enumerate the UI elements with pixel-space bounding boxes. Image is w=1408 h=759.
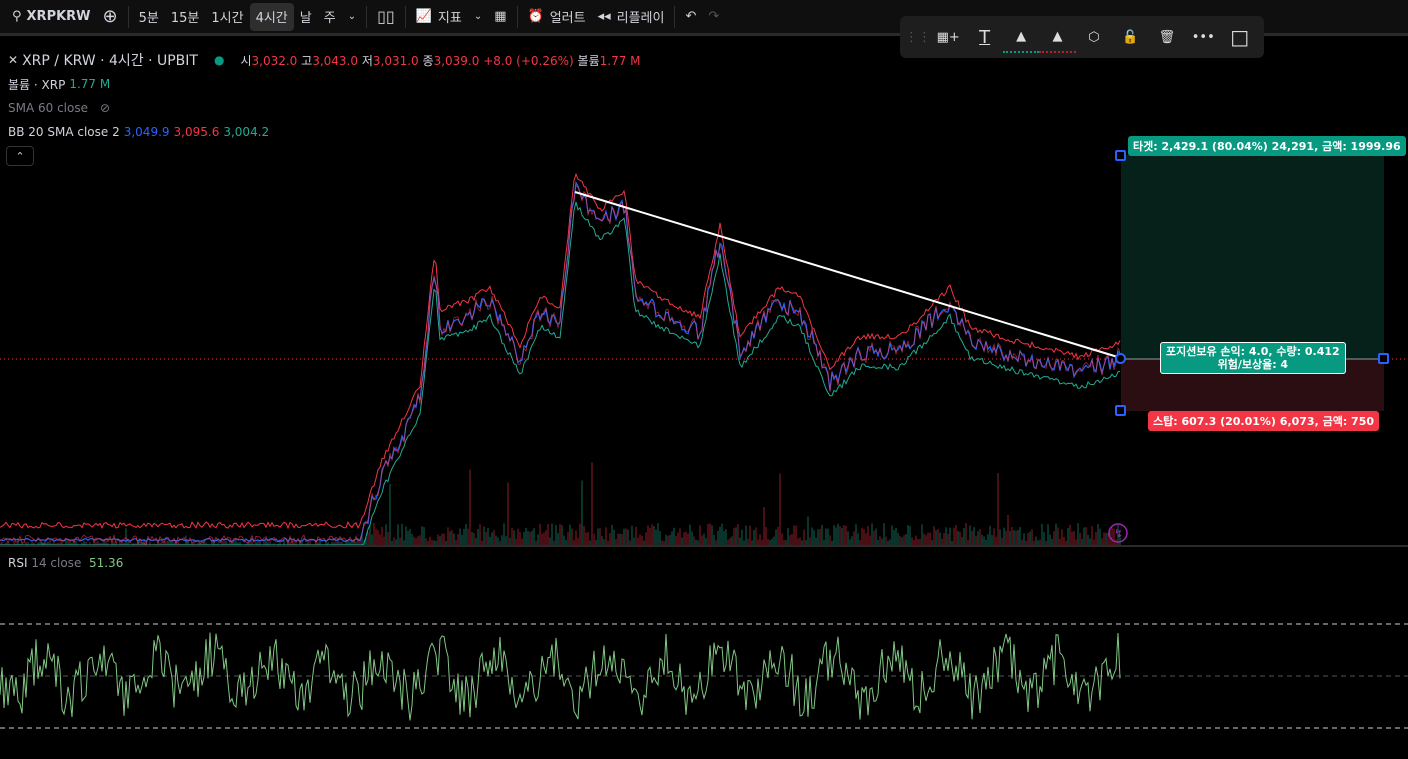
plus-circle-icon: ⊕ bbox=[102, 6, 118, 27]
trend-line bbox=[574, 191, 1122, 359]
rsi-title[interactable]: RSI bbox=[8, 556, 28, 570]
svg-text:↯: ↯ bbox=[1114, 527, 1123, 540]
chevron-down-icon: ⌄ bbox=[347, 11, 357, 22]
indicators-dropdown[interactable]: ⌄ bbox=[468, 3, 488, 31]
target-zone bbox=[1121, 155, 1384, 359]
symbol-search[interactable]: ⚲ XRPKRW bbox=[6, 3, 97, 31]
bb-title[interactable]: BB 20 SMA close 2 bbox=[8, 125, 120, 139]
collapse-legend-button[interactable]: ⌃ bbox=[6, 146, 34, 166]
volume-title[interactable]: 볼륨 · XRP bbox=[8, 77, 66, 92]
price-series bbox=[0, 180, 1121, 543]
interval-week[interactable]: 주 bbox=[323, 11, 336, 26]
risk-reward-text: 위험/보상율: 4 bbox=[1217, 358, 1289, 371]
redo-button[interactable]: ↷ bbox=[702, 3, 725, 31]
price-candles-down bbox=[0, 184, 1121, 547]
pnl-text: 포지션보유 손익: 4.0, 수량: 0.412 bbox=[1166, 345, 1340, 358]
rsi-line bbox=[0, 632, 1121, 721]
symbol-title[interactable]: XRP / KRW · 4시간 · UPBIT bbox=[22, 53, 198, 69]
sma-title[interactable]: SMA 60 close bbox=[8, 101, 88, 115]
chart-canvas[interactable]: ↯ bbox=[0, 40, 1408, 759]
chart-type-button[interactable]: ▯▯ bbox=[371, 3, 401, 31]
fill-color-icon[interactable]: ▲ bbox=[1002, 21, 1040, 53]
redo-icon: ↷ bbox=[708, 9, 720, 24]
rsi-legend: RSI 14 close 51.36 bbox=[8, 556, 123, 570]
interval-15m[interactable]: 15분 bbox=[170, 11, 200, 26]
bb-lower-value: 3,004.2 bbox=[223, 125, 270, 139]
bb-basis-value: 3,049.9 bbox=[123, 125, 170, 139]
interval-dropdown[interactable]: ⌄ bbox=[342, 3, 362, 31]
bb-lower-line bbox=[0, 201, 1121, 546]
unlock-icon[interactable]: 🔓 bbox=[1122, 29, 1139, 45]
divider bbox=[404, 5, 406, 28]
more-icon[interactable]: ••• bbox=[1191, 29, 1215, 45]
entry-handle[interactable] bbox=[1115, 353, 1126, 364]
drag-handle-icon[interactable]: ⋮⋮ bbox=[905, 29, 931, 45]
divider bbox=[127, 5, 129, 28]
eye-off-icon[interactable]: ⊘ bbox=[100, 101, 111, 115]
target-handle[interactable] bbox=[1115, 150, 1126, 161]
select-box-icon[interactable]: □ bbox=[1230, 25, 1250, 49]
indicators-button[interactable]: 📈 지표 bbox=[410, 3, 468, 31]
layout-icon: ▦ bbox=[494, 9, 507, 24]
interval-5m[interactable]: 5분 bbox=[138, 11, 159, 26]
alert-button[interactable]: ⏰ 얼러트 bbox=[522, 3, 592, 31]
undo-button[interactable]: ↶ bbox=[679, 3, 702, 31]
replay-button[interactable]: ◂◂ 리플레이 bbox=[592, 3, 671, 31]
width-handle[interactable] bbox=[1378, 353, 1389, 364]
undo-icon: ↶ bbox=[685, 9, 697, 24]
layout-button[interactable]: ▦ bbox=[488, 3, 512, 31]
bb-upper-value: 3,095.6 bbox=[173, 125, 220, 139]
rsi-params: 14 close bbox=[31, 556, 82, 570]
alert-icon: ⏰ bbox=[527, 9, 544, 24]
stop-handle[interactable] bbox=[1115, 405, 1126, 416]
volume-bars bbox=[0, 462, 1121, 545]
divider bbox=[516, 5, 518, 28]
volume-value: 1.77 M bbox=[69, 77, 111, 91]
search-icon: ⚲ bbox=[12, 9, 22, 24]
market-status-icon: ● bbox=[213, 53, 225, 67]
add-template-icon[interactable]: ▦+ bbox=[936, 29, 960, 45]
replay-icon: ◂◂ bbox=[597, 9, 611, 24]
interval-day[interactable]: 날 bbox=[299, 11, 312, 26]
replay-label: 리플레이 bbox=[616, 11, 665, 26]
line-color-icon[interactable]: ▲ bbox=[1039, 21, 1076, 53]
symbol-label: XRPKRW bbox=[26, 9, 91, 24]
indicators-icon: 📈 bbox=[415, 9, 432, 24]
divider bbox=[366, 5, 368, 28]
interval-1h[interactable]: 1시간 bbox=[211, 11, 244, 26]
indicators-label: 지표 bbox=[437, 11, 462, 26]
divider bbox=[674, 5, 676, 28]
interval-4h[interactable]: 4시간 bbox=[249, 2, 294, 31]
bb-upper-line bbox=[0, 172, 1121, 530]
position-info-label: 포지션보유 손익: 4.0, 수량: 0.412 위험/보상율: 4 bbox=[1160, 342, 1346, 374]
stop-label: 스탑: 607.3 (20.01%) 6,073, 금액: 750 bbox=[1148, 411, 1380, 431]
rsi-value: 51.36 bbox=[88, 556, 124, 570]
xrp-logo-icon: ✕ bbox=[8, 53, 19, 67]
lightning-icon[interactable] bbox=[1108, 523, 1128, 543]
chevron-down-icon: ⌄ bbox=[473, 11, 483, 22]
trash-icon[interactable]: 🗑 bbox=[1158, 29, 1176, 45]
target-label: 타겟: 2,429.1 (80.04%) 24,291, 금액: 1999.96 bbox=[1128, 136, 1406, 156]
compare-button[interactable]: ⊕ bbox=[97, 3, 124, 31]
drawing-toolbar: ⋮⋮ ▦+ T ▲ ▲ ⬡ 🔓 🗑 ••• □ bbox=[900, 16, 1264, 58]
candles-icon: ▯▯ bbox=[377, 7, 395, 26]
alert-label: 얼러트 bbox=[549, 11, 586, 26]
chevron-up-icon: ⌃ bbox=[15, 149, 25, 163]
text-icon[interactable]: T bbox=[979, 26, 991, 48]
chart-legend: ✕ XRP / KRW · 4시간 · UPBIT ● 시3,032.0 고3,… bbox=[8, 48, 641, 144]
hexagon-icon[interactable]: ⬡ bbox=[1088, 29, 1100, 45]
ohlc: 시3,032.0 고3,043.0 저3,031.0 종3,039.0 +8.0… bbox=[240, 53, 641, 68]
